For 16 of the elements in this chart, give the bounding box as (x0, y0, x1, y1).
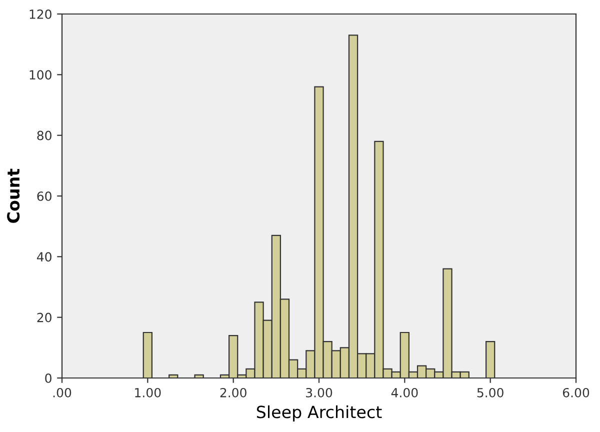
y-axis-title: Count (7, 168, 20, 223)
y-tick-label: 0 (45, 373, 52, 383)
x-tick-label: .00 (53, 388, 72, 398)
y-tick-label: 80 (37, 130, 52, 140)
x-tick-label: 6.00 (562, 388, 590, 398)
x-tick-label: 1.00 (135, 388, 161, 398)
x-tick-label: 2.00 (220, 388, 246, 398)
y-tick-label: 40 (36, 252, 52, 262)
y-tick-label: 60 (37, 191, 52, 201)
x-axis-title: Sleep Architect (256, 405, 382, 422)
y-tick-label: 100 (30, 70, 52, 80)
x-tick-label: 4.00 (391, 388, 418, 398)
y-tick-label: 120 (30, 9, 52, 19)
x-tick-label: 5.00 (477, 388, 504, 398)
x-tick-label: 3.00 (306, 388, 332, 398)
y-tick-label: 20 (37, 312, 52, 322)
